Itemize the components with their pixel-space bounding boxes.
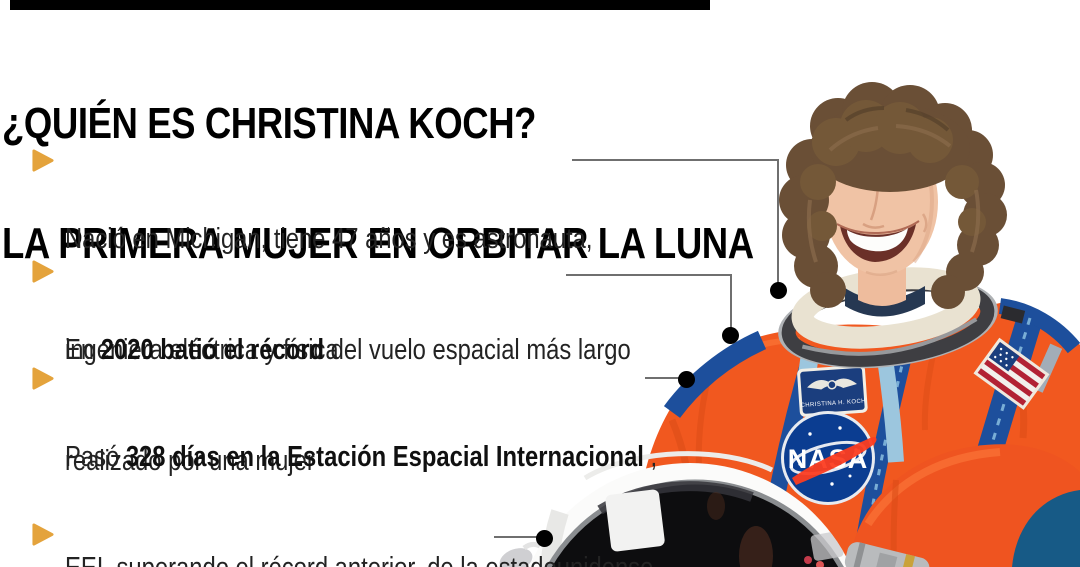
page-title: ¿QUIÉN ES CHRISTINA KOCH? LA PRIMERA MUJ… xyxy=(2,24,754,344)
callout-line-1-v xyxy=(777,159,779,290)
helmet xyxy=(499,451,866,567)
elbow-pad xyxy=(1012,490,1080,567)
callout-line-4-h xyxy=(494,536,545,538)
bullet-text: Nació en Michigan, tiene 47 años y es as… xyxy=(65,223,593,366)
play-triangle-icon xyxy=(32,260,54,283)
callout-dot-4 xyxy=(536,530,553,547)
callout-dot-3 xyxy=(678,371,695,388)
helmet-visor xyxy=(527,482,863,567)
bullet-item-1: Nació en Michigan, tiene 47 años y es as… xyxy=(31,147,708,443)
name-patch-text: CHRISTINA H. KOCH xyxy=(800,398,866,409)
play-triangle-icon xyxy=(32,523,54,546)
callout-line-2-v xyxy=(730,274,732,335)
callout-line-3-h xyxy=(645,377,687,379)
wrist-ring xyxy=(844,542,930,567)
top-accent-bar xyxy=(10,0,710,10)
title-line-1: ¿QUIÉN ES CHRISTINA KOCH? xyxy=(2,99,537,148)
callout-line-2-h xyxy=(566,274,732,276)
name-patch: CHRISTINA H. KOCH xyxy=(797,364,868,417)
visor-reflection xyxy=(605,489,665,552)
callout-line-1-h xyxy=(572,159,779,161)
hair xyxy=(779,82,1007,309)
bullet-text: Su estancia está a solo 12 días del réco… xyxy=(65,521,520,567)
bullet-text: Pasó 328 días en la Estación Espacial In… xyxy=(65,441,658,567)
callout-dot-2 xyxy=(722,327,739,344)
bullet-item-3: Pasó 328 días en la Estación Espacial In… xyxy=(31,365,787,567)
arm xyxy=(804,444,1080,567)
bullet-item-2: En 2020 batió el récord del vuelo espaci… xyxy=(31,258,755,554)
callout-dot-1 xyxy=(770,282,787,299)
bullet-text: En 2020 batió el récord del vuelo espaci… xyxy=(65,334,631,477)
us-flag-patch xyxy=(973,337,1050,410)
play-triangle-icon xyxy=(32,149,54,172)
title-line-2: LA PRIMERA MUJER EN ORBITAR LA LUNA xyxy=(2,219,754,268)
play-triangle-icon xyxy=(32,367,54,390)
nasa-logo-patch: NASA xyxy=(781,411,877,505)
bullet-item-4: Su estancia está a solo 12 días del réco… xyxy=(31,521,620,567)
